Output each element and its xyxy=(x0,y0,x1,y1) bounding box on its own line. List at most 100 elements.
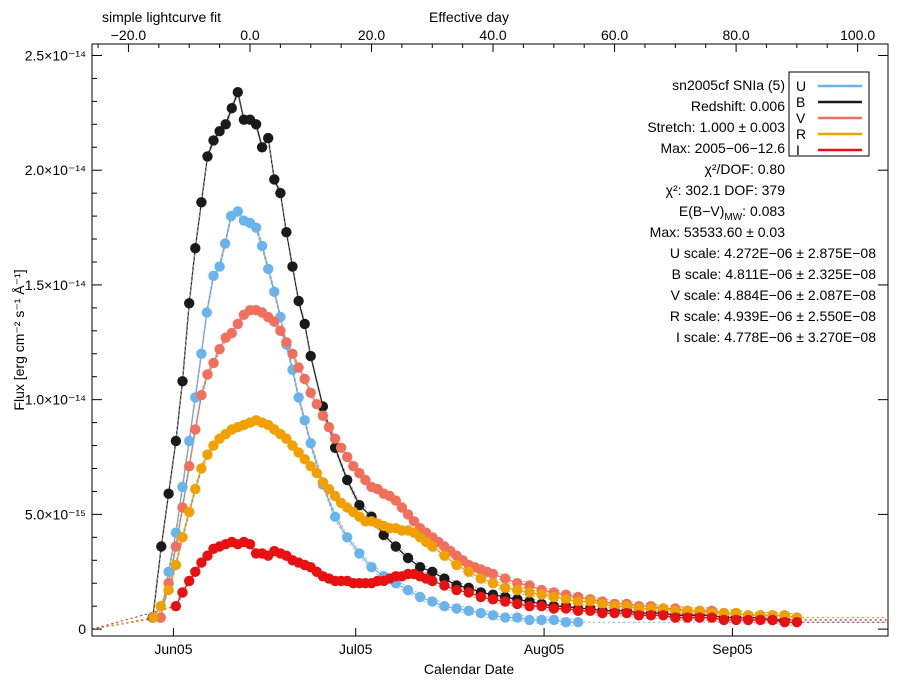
data-point-I xyxy=(767,614,778,626)
data-point-R xyxy=(585,596,596,607)
data-point-B xyxy=(390,541,401,552)
data-point-U xyxy=(366,562,377,573)
info-ebv-value: : 0.083 xyxy=(742,203,785,219)
data-point-R xyxy=(155,601,166,612)
data-point-R xyxy=(208,440,219,451)
data-point-I xyxy=(585,605,596,616)
data-point-I xyxy=(621,607,632,619)
bottom-tick-label: Jul05 xyxy=(339,641,373,657)
data-point-B xyxy=(256,142,268,153)
info-ebv-label: E(B−V) xyxy=(679,203,725,219)
data-point-U xyxy=(354,548,365,559)
data-point-I xyxy=(487,594,499,605)
y-tick-label: 2.0×10⁻¹⁴ xyxy=(25,162,86,178)
data-point-B xyxy=(402,552,414,564)
data-point-V xyxy=(487,568,499,580)
data-point-I xyxy=(170,601,182,612)
top-tick-label: 0.0 xyxy=(240,27,260,43)
data-point-B xyxy=(156,541,167,552)
data-point-U xyxy=(219,238,231,249)
data-point-V xyxy=(342,451,353,463)
data-point-I xyxy=(597,607,608,619)
top-tick-label: −20.0 xyxy=(111,27,147,43)
data-point-U xyxy=(512,612,523,623)
data-point-B xyxy=(202,151,213,162)
data-point-U xyxy=(524,614,535,626)
legend-label-B: B xyxy=(796,94,805,110)
data-point-B xyxy=(275,187,286,199)
data-point-V xyxy=(208,357,219,369)
data-point-R xyxy=(287,440,298,451)
legend-label-V: V xyxy=(796,110,806,126)
data-point-R xyxy=(475,573,487,584)
fit-info: sn2005cf SNIa (5) Redshift: 0.006 Stretc… xyxy=(647,77,876,345)
data-point-U xyxy=(214,261,225,272)
data-point-V xyxy=(335,442,347,453)
data-point-V xyxy=(323,422,335,433)
data-point-I xyxy=(500,596,511,607)
data-point-I xyxy=(730,614,742,626)
data-point-U xyxy=(342,532,353,543)
data-point-B xyxy=(281,227,292,238)
data-point-I xyxy=(633,610,645,621)
data-point-U xyxy=(536,614,547,626)
data-point-U xyxy=(293,392,304,403)
data-point-R xyxy=(299,454,310,465)
data-point-I xyxy=(670,612,681,623)
data-point-V xyxy=(190,424,201,435)
data-point-U xyxy=(201,307,212,318)
data-point-I xyxy=(427,575,438,587)
data-point-I xyxy=(202,550,213,561)
data-point-V xyxy=(269,316,280,327)
fit-curve-U xyxy=(160,210,579,623)
data-point-R xyxy=(329,490,341,502)
data-point-B xyxy=(414,562,426,573)
data-point-R xyxy=(163,584,174,596)
data-point-B xyxy=(299,318,310,330)
top-tick-label: 100.0 xyxy=(840,27,875,43)
data-point-U xyxy=(414,591,426,603)
info-ebv: E(B−V)MW: 0.083 xyxy=(679,203,785,223)
info-chi2: χ²: 302.1 DOF: 379 xyxy=(666,182,786,198)
data-point-R xyxy=(202,449,213,460)
data-point-R xyxy=(524,587,535,598)
data-point-I xyxy=(658,610,669,621)
data-point-I xyxy=(609,607,620,619)
data-point-I xyxy=(682,612,693,623)
data-point-U xyxy=(548,614,559,626)
top-tick-label: 60.0 xyxy=(601,27,628,43)
data-point-V xyxy=(348,461,359,472)
data-point-B xyxy=(305,350,316,362)
info-redshift: Redshift: 0.006 xyxy=(691,98,785,114)
data-point-B xyxy=(269,174,280,185)
data-point-I xyxy=(560,603,572,614)
data-point-U xyxy=(256,240,268,252)
top-tick-label: 40.0 xyxy=(479,27,506,43)
data-point-I xyxy=(572,605,584,616)
data-point-R xyxy=(463,566,474,577)
data-point-B xyxy=(263,132,274,144)
data-point-R xyxy=(500,582,511,593)
y-tick-label: 5.0×10⁻¹⁵ xyxy=(25,506,86,522)
data-point-U xyxy=(232,206,243,217)
data-point-U xyxy=(208,270,219,281)
info-bscale: B scale: 4.811E−06 ± 2.325E−08 xyxy=(672,266,877,282)
data-point-R xyxy=(305,461,316,472)
data-point-R xyxy=(548,591,559,603)
legend-label-U: U xyxy=(796,78,806,94)
data-point-B xyxy=(170,435,182,447)
data-point-R xyxy=(451,559,462,571)
data-point-V xyxy=(360,474,371,486)
data-point-I xyxy=(512,598,523,610)
info-iscale: I scale: 4.778E−06 ± 3.270E−08 xyxy=(676,329,876,345)
data-point-U xyxy=(250,222,262,233)
plot-frame xyxy=(91,43,889,637)
data-point-V xyxy=(155,612,166,623)
data-point-I xyxy=(463,587,474,598)
data-point-R xyxy=(572,596,584,607)
data-point-V xyxy=(226,327,237,339)
y-axis-label: Flux [erg cm⁻² s⁻¹ Å⁻¹] xyxy=(11,269,27,410)
y-tick-label: 2.5×10⁻¹⁴ xyxy=(25,47,86,63)
data-point-U xyxy=(163,566,174,577)
